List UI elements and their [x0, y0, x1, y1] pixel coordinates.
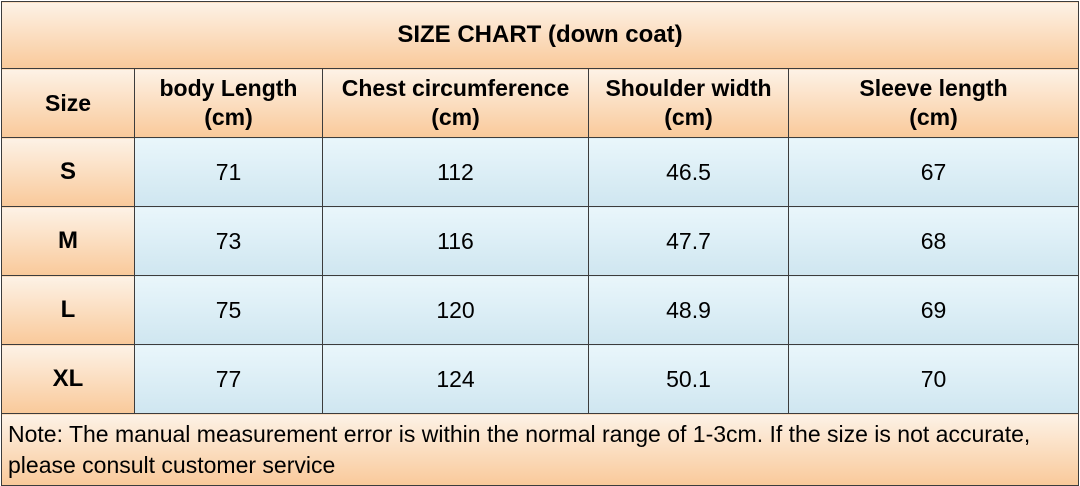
table-row: XL 77 124 50.1 70 — [1, 344, 1079, 414]
header-shoulder: Shoulder width (cm) — [588, 68, 789, 138]
chest-value: 112 — [322, 137, 589, 207]
header-sleeve: Sleeve length (cm) — [788, 68, 1079, 138]
header-body-length-label: body Length — [159, 75, 298, 101]
table-row: M 73 116 47.7 68 — [1, 206, 1079, 276]
header-sleeve-unit: (cm) — [909, 104, 958, 130]
chest-value: 116 — [322, 206, 589, 276]
table-row: L 75 120 48.9 69 — [1, 275, 1079, 345]
body-length-value: 73 — [134, 206, 323, 276]
header-body-length: body Length (cm) — [134, 68, 323, 138]
shoulder-value: 47.7 — [588, 206, 789, 276]
body-length-value: 75 — [134, 275, 323, 345]
sleeve-value: 69 — [788, 275, 1079, 345]
measurement-note: Note: The manual measurement error is wi… — [1, 413, 1079, 486]
shoulder-value: 50.1 — [588, 344, 789, 414]
size-label: S — [1, 137, 135, 207]
sleeve-value: 68 — [788, 206, 1079, 276]
chest-value: 124 — [322, 344, 589, 414]
chest-value: 120 — [322, 275, 589, 345]
header-shoulder-label: Shoulder width — [605, 75, 772, 101]
header-chest: Chest circumference (cm) — [322, 68, 589, 138]
body-length-value: 71 — [134, 137, 323, 207]
title-row: SIZE CHART (down coat) — [1, 1, 1079, 69]
header-sleeve-label: Sleeve length — [859, 75, 1008, 101]
chart-title: SIZE CHART (down coat) — [1, 1, 1079, 69]
size-label: XL — [1, 344, 135, 414]
size-label: M — [1, 206, 135, 276]
header-size: Size — [1, 68, 135, 138]
header-row: Size body Length (cm) Chest circumferenc… — [1, 68, 1079, 138]
header-chest-unit: (cm) — [431, 104, 480, 130]
shoulder-value: 46.5 — [588, 137, 789, 207]
shoulder-value: 48.9 — [588, 275, 789, 345]
note-row: Note: The manual measurement error is wi… — [1, 413, 1079, 486]
sleeve-value: 67 — [788, 137, 1079, 207]
header-body-length-unit: (cm) — [204, 104, 253, 130]
header-shoulder-unit: (cm) — [664, 104, 713, 130]
sleeve-value: 70 — [788, 344, 1079, 414]
table-row: S 71 112 46.5 67 — [1, 137, 1079, 207]
header-chest-label: Chest circumference — [341, 75, 570, 101]
body-length-value: 77 — [134, 344, 323, 414]
size-label: L — [1, 275, 135, 345]
